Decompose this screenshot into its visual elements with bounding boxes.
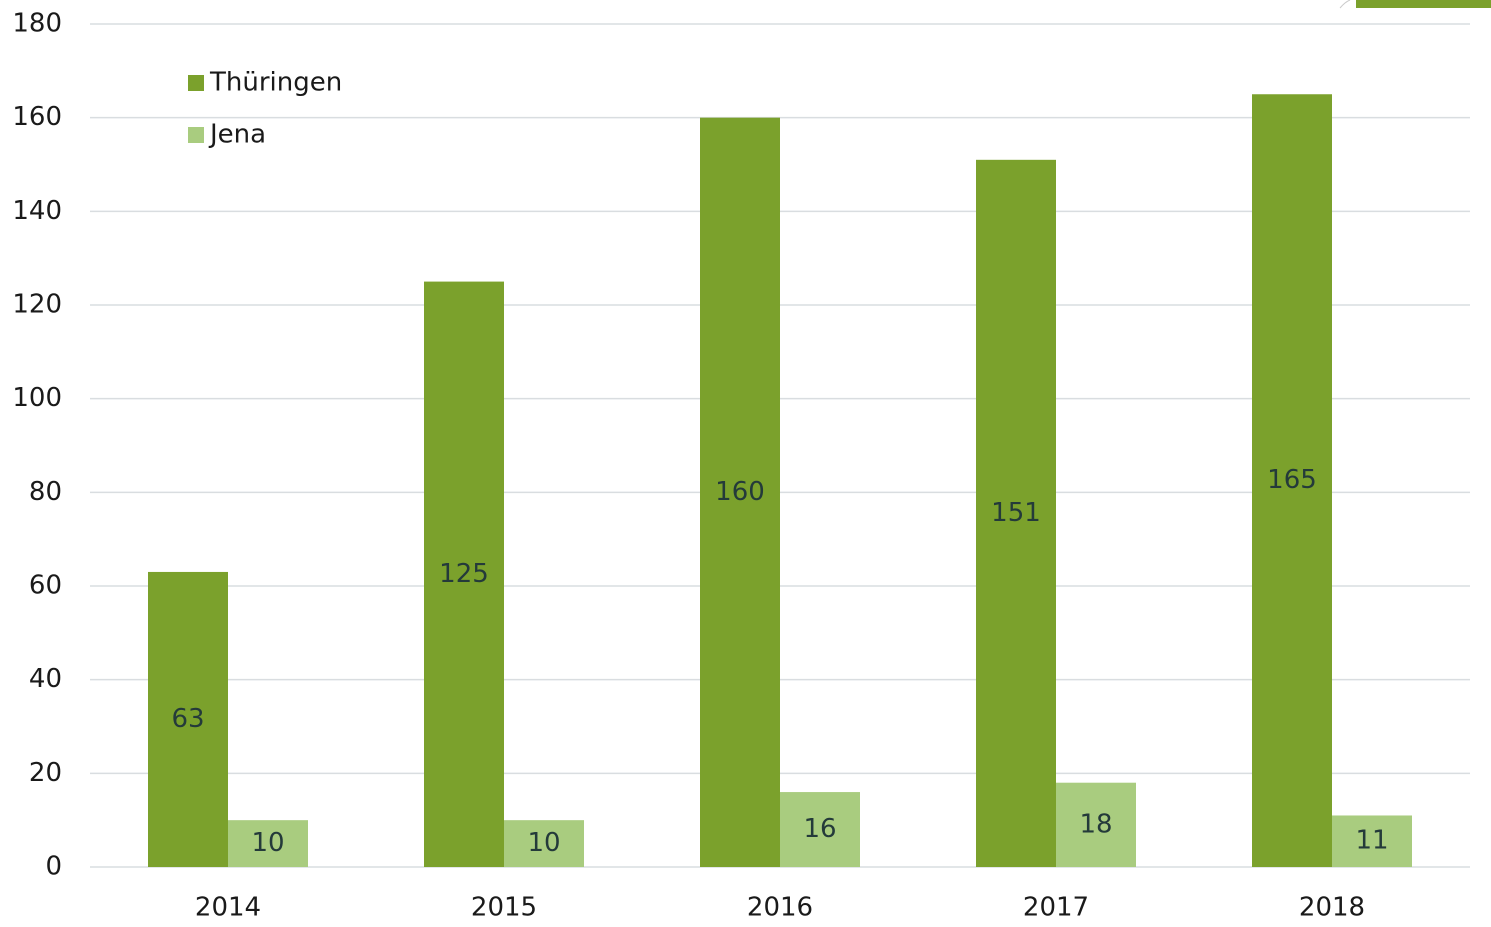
data-label: 10 — [251, 828, 284, 858]
legend-swatch — [188, 127, 204, 143]
x-tick-label: 2014 — [195, 893, 261, 923]
bar — [228, 820, 308, 867]
y-tick-label: 20 — [29, 758, 62, 788]
legend-label: Jena — [208, 120, 266, 150]
y-tick-label: 120 — [12, 290, 62, 320]
data-label: 10 — [527, 828, 560, 858]
decoration — [1339, 0, 1351, 9]
bar — [148, 571, 228, 867]
bar — [780, 792, 860, 867]
y-tick-label: 180 — [12, 9, 62, 39]
x-tick-label: 2017 — [1023, 893, 1089, 923]
y-tick-label: 160 — [12, 102, 62, 132]
bar — [700, 117, 780, 867]
y-tick-label: 40 — [29, 664, 62, 694]
bar — [1252, 94, 1332, 867]
bar — [504, 820, 584, 867]
legend-label: Thüringen — [209, 68, 342, 98]
data-label: 16 — [803, 814, 836, 844]
decoration — [1356, 0, 1491, 8]
data-label: 18 — [1079, 809, 1112, 839]
y-tick-label: 80 — [29, 477, 62, 507]
y-tick-label: 100 — [12, 383, 62, 413]
data-label: 165 — [1267, 465, 1317, 495]
legend-swatch — [188, 75, 204, 91]
x-tick-label: 2018 — [1299, 893, 1365, 923]
bar — [424, 281, 504, 867]
data-label: 11 — [1355, 826, 1388, 856]
x-tick-label: 2016 — [747, 893, 813, 923]
bar — [1056, 782, 1136, 867]
data-label: 125 — [439, 559, 489, 589]
data-label: 151 — [991, 498, 1041, 528]
y-tick-label: 0 — [45, 852, 62, 882]
y-tick-label: 140 — [12, 196, 62, 226]
x-tick-label: 2015 — [471, 893, 537, 923]
data-label: 63 — [171, 704, 204, 734]
bar — [1332, 815, 1412, 867]
y-tick-label: 60 — [29, 571, 62, 601]
bar — [976, 159, 1056, 868]
data-label: 160 — [715, 477, 765, 507]
